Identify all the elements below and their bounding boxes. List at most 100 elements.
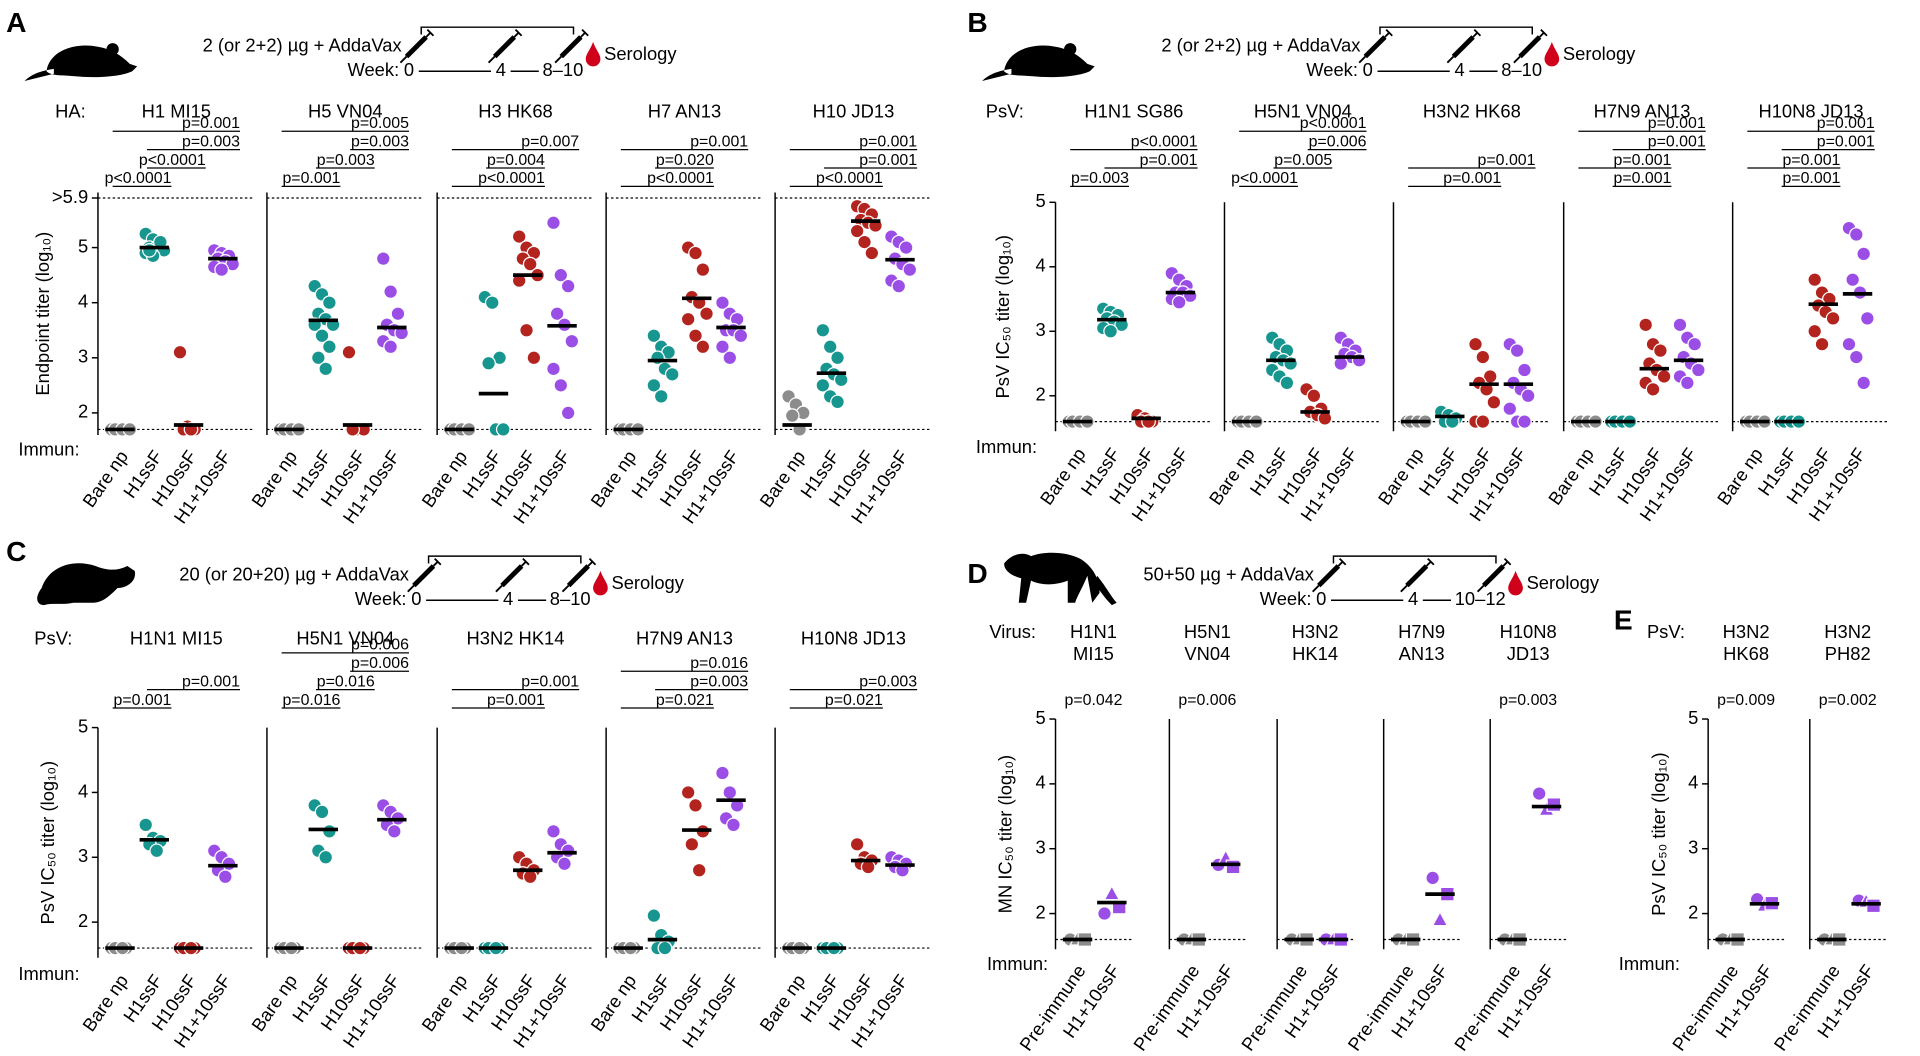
point [1807,272,1823,288]
p-value: p<0.0001 [105,170,172,187]
point [1225,859,1241,875]
point [560,405,576,421]
x-tick-label: Bare np [417,970,471,1035]
y-tick-label: 4 [1688,772,1698,793]
week: 0 [1316,588,1326,609]
panel-letter: C [6,536,26,567]
y-axis-label: PsV IC₅₀ titer (log₁₀) [37,761,58,925]
point [1807,323,1823,339]
syringe-icon [1513,28,1548,64]
point [546,823,561,839]
point [1680,375,1695,391]
point [815,322,831,338]
subplot-title: H1 MI15 [142,101,211,122]
p-value: p=0.001 [487,692,545,709]
point [864,245,880,261]
panel-letter: B [967,7,987,38]
subplot-title: H7N9 AN13 [636,627,733,648]
p-value: p=0.001 [859,152,917,169]
point [695,339,711,355]
p-value: p=0.001 [690,133,748,150]
syringe-icon [500,564,524,588]
subplot-title: VN04 [1184,643,1230,664]
p-value: p=0.001 [1613,170,1671,187]
syringe-icon [1446,28,1482,64]
week: 8–10 [1501,59,1542,80]
subplot-title: HK14 [1292,643,1338,664]
point [815,378,831,393]
p-value: p=0.021 [656,692,714,709]
blood-drop [593,570,608,596]
antigen-label: PsV: [986,101,1024,122]
point [1509,343,1525,358]
p-value: p=0.001 [1817,115,1875,132]
regimen: 2 (or 2+2) µg + AddaVax [203,35,402,56]
p-value: p=0.009 [1717,692,1775,709]
syringe-icon [566,564,590,588]
p-value: p=0.005 [351,115,409,132]
point [726,817,741,833]
point [322,339,337,355]
point [1171,294,1187,310]
p-value: p=0.001 [1443,170,1501,187]
subplot-title: JD13 [1507,643,1550,664]
subplot-title: H3N2 [1723,621,1770,642]
syringe-icon [399,28,435,64]
point [553,378,569,393]
mouse-icon [982,43,1095,82]
subplot-title: H10 JD13 [813,101,895,122]
point [1520,388,1536,404]
point [1468,336,1483,352]
point [341,344,357,360]
point [172,344,188,360]
serology: Serology [1563,43,1636,64]
point [560,278,576,294]
subplot-title: H7N9 AN13 [1594,101,1691,122]
p-value: p=0.020 [656,152,714,169]
point [1475,349,1491,365]
point [383,339,398,355]
syringe-icon [1518,35,1542,59]
point [833,372,849,388]
point [1691,362,1706,378]
y-tick-label: 4 [78,291,88,312]
syringe-icon [1358,28,1393,64]
point [526,350,542,366]
p-value: p=0.003 [317,152,375,169]
subplot-title: HK68 [1723,643,1769,664]
point [830,350,845,366]
point [691,862,707,878]
point [733,328,749,344]
y-tick-label: 3 [1035,837,1045,858]
p-value: p=0.003 [182,133,240,150]
x-tick-label: Bare np [1036,444,1090,509]
subplot-title: H5N1 [1184,621,1231,642]
point [722,350,738,366]
point [1279,375,1295,391]
p-value: p=0.016 [282,692,340,709]
point [830,394,845,410]
point [1814,336,1830,352]
syringe-icon [1363,35,1387,59]
panel-letter: E [1614,605,1633,636]
serology: Serology [604,43,677,64]
point [546,361,561,377]
point [1638,317,1654,333]
syringe-icon [495,557,530,593]
syringe-icon [487,28,523,64]
subplot-title: H3 HK68 [478,101,553,122]
week-label: Week: [347,59,399,80]
point [383,284,398,300]
point [549,306,565,322]
syringe-icon [1400,557,1435,593]
x-tick-label: Bare np [755,970,809,1035]
syringe-icon [1405,564,1429,588]
y-tick-label: 3 [1035,319,1045,340]
immun-label: Immun: [976,436,1037,457]
x-tick-label: Bare np [755,446,809,511]
point [784,408,800,423]
point [664,366,680,382]
p-value: p=0.001 [1817,133,1875,150]
point [1431,910,1449,927]
subplot-title: H7N9 [1398,621,1445,642]
